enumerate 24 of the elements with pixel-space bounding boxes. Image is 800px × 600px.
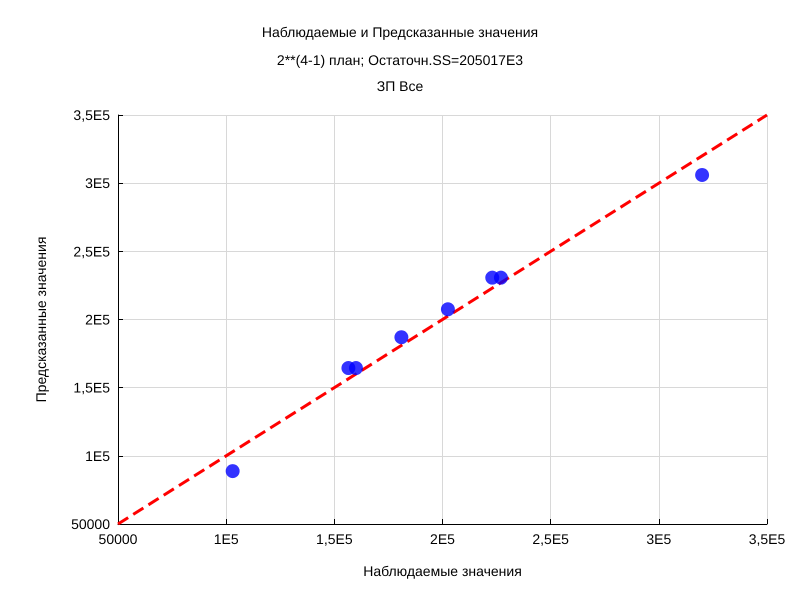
point [226,464,240,478]
x-tick-label: 2E5 [430,531,456,547]
point [348,361,363,376]
x-tick-label: 1E5 [214,531,239,547]
point [440,302,455,316]
x-axis-title: Наблюдаемые значения [363,563,522,579]
point [695,168,710,182]
y-tick-label: 2E5 [85,312,110,328]
chart-subtitle: 2**(4-1) план; Остаточн.SS=205017E3 ЗП Все [276,52,524,94]
x-tick-label: 50000 [98,531,138,547]
x-tick-label: 1,5E5 [316,531,353,547]
x-tick-label: 2,5E5 [532,531,570,547]
chart-title: Наблюдаемые и Предсказанные значения [262,24,538,40]
y-tick-label: 3,5E5 [73,107,110,123]
x-tick-label: 3E5 [646,531,672,547]
point [494,270,508,285]
x-tick-label: 3,5E5 [748,531,786,547]
y-tick-label: 2,5E5 [73,243,110,260]
y-axis-title: Предсказанные значения [33,236,49,402]
point [394,330,408,344]
y-tick-label: 1,5E5 [73,380,110,396]
y-tick-label: 50000 [71,516,110,532]
y-tick-label: 3E5 [85,175,110,192]
y-tick-label: 1E5 [85,448,110,464]
